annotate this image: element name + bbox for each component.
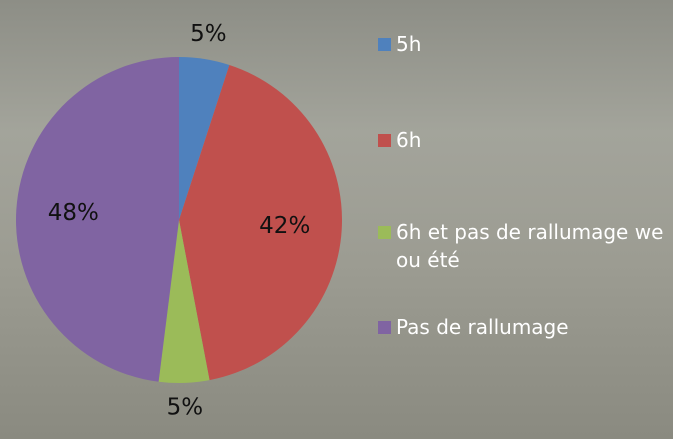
- data-label: 42%: [259, 213, 310, 239]
- legend-label: 6h et pas de rallumage we ou été: [396, 218, 668, 274]
- legend-swatch: [378, 321, 391, 334]
- legend-item: Pas de rallumage: [378, 313, 569, 341]
- legend-swatch: [378, 38, 391, 51]
- legend-label: 5h: [396, 30, 421, 58]
- chart: 5% 42% 5% 48% 5h 6h 6h et pas de rallumage we…: [0, 0, 673, 439]
- data-label: 48%: [48, 200, 99, 226]
- legend-swatch: [378, 226, 391, 239]
- legend-item: 6h: [378, 126, 421, 154]
- legend-item: 6h et pas de rallumage we ou été: [378, 218, 668, 274]
- legend-label: Pas de rallumage: [396, 313, 569, 341]
- data-label: 5%: [190, 21, 227, 47]
- legend-item: 5h: [378, 30, 421, 58]
- legend-label: 6h: [396, 126, 421, 154]
- data-label: 5%: [167, 394, 204, 420]
- legend-swatch: [378, 134, 391, 147]
